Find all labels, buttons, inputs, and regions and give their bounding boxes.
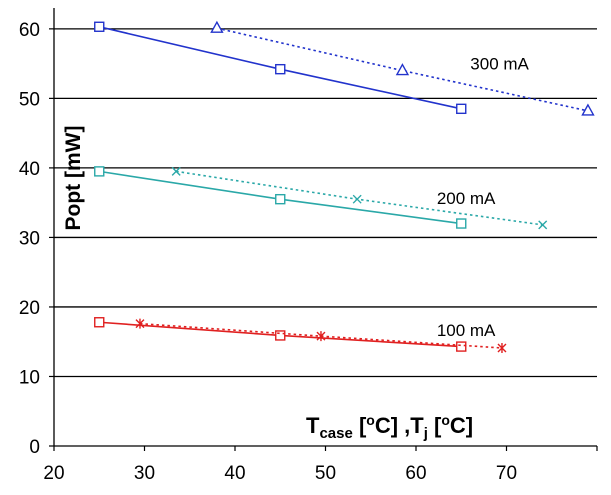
- series-annotation-label: 100 mA: [437, 321, 496, 340]
- x-title-tj-sub: j: [423, 425, 428, 442]
- data-point: [94, 317, 105, 328]
- x-title-bracket1: [: [353, 413, 367, 438]
- y-tick-label: 30: [19, 228, 40, 249]
- data-point: [456, 341, 467, 352]
- y-tick-label: 20: [19, 298, 40, 319]
- data-point: [497, 342, 507, 353]
- x-tick-label: 30: [134, 463, 155, 484]
- data-point: [171, 166, 181, 176]
- gridlines: [54, 28, 597, 378]
- series-1: [210, 20, 595, 116]
- y-tick-labels: 0 10 20 30 40 50 60: [19, 20, 40, 458]
- x-title-bracket2: [: [428, 413, 442, 438]
- y-tick-label: 50: [19, 89, 40, 110]
- y-axis-title: Popt [mW]: [62, 126, 85, 231]
- data-point: [538, 220, 548, 230]
- data-point: [581, 103, 595, 116]
- data-point: [94, 21, 105, 32]
- y-tick-label: 40: [19, 159, 40, 180]
- x-tick-label: 40: [224, 463, 245, 484]
- x-tick-label: 60: [405, 463, 426, 484]
- series-2: [94, 166, 467, 229]
- x-title-deg1: o: [366, 412, 375, 428]
- data-point: [275, 193, 286, 205]
- x-tick-label: 20: [43, 463, 64, 484]
- data-point: [395, 63, 410, 76]
- data-point: [352, 194, 362, 204]
- series-annotations: 300 mA 200 mA 100 mA: [437, 55, 530, 340]
- x-title-tcase: T: [306, 413, 320, 438]
- data-point: [275, 63, 286, 75]
- x-tick-labels: 20 30 40 50 60 70: [43, 463, 517, 484]
- series-5: [135, 318, 507, 353]
- data-point: [210, 20, 224, 33]
- data-point: [275, 330, 286, 341]
- x-title-c-end: C]: [450, 413, 473, 438]
- y-tick-label: 10: [19, 367, 40, 388]
- x-title-c-tj: C] ,T: [375, 413, 424, 438]
- series-annotation-label: 300 mA: [470, 55, 529, 74]
- axes: [49, 8, 598, 451]
- data-point: [316, 331, 326, 342]
- y-tick-label: 0: [29, 437, 40, 458]
- x-title-deg2: o: [441, 412, 450, 428]
- series-group: [94, 20, 595, 353]
- series-annotation-label: 200 mA: [437, 189, 496, 208]
- data-point: [94, 166, 105, 177]
- data-point: [456, 218, 467, 229]
- x-title-tcase-sub: case: [319, 425, 352, 442]
- x-tick-label: 70: [496, 463, 517, 484]
- y-tick-label: 60: [19, 20, 40, 41]
- series-4: [94, 317, 467, 352]
- x-tick-label: 50: [315, 463, 336, 484]
- x-axis-title: Tcase [oC] ,Tj [oC]: [306, 412, 473, 442]
- data-point: [456, 103, 467, 115]
- data-point: [135, 318, 145, 329]
- series-0: [94, 21, 467, 115]
- series-3: [171, 166, 548, 230]
